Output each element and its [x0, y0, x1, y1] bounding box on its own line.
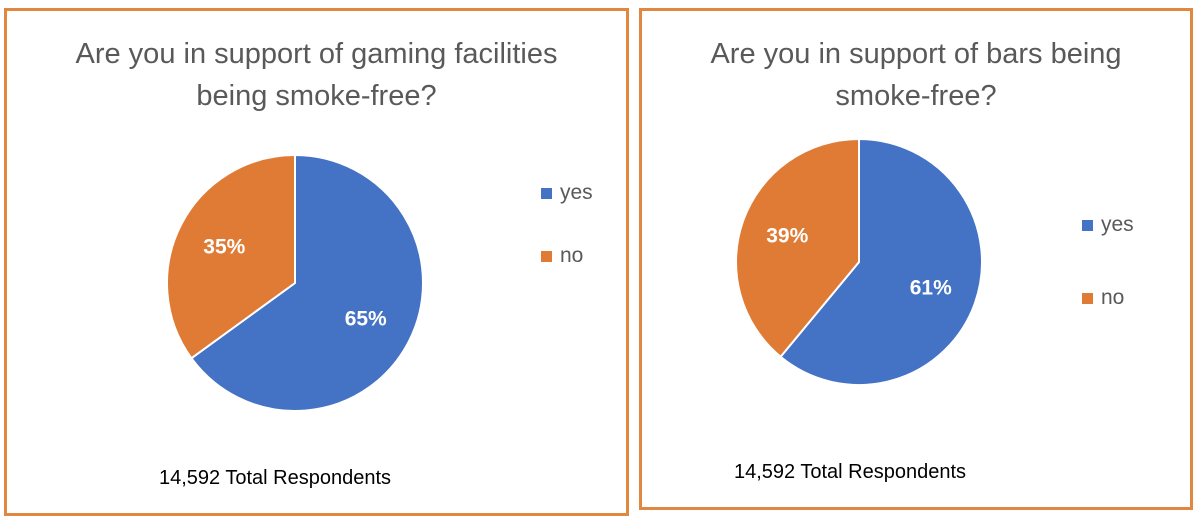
pie-chart: 65% 35% [166, 153, 424, 412]
legend-item-no: no [541, 244, 583, 268]
chart-panel-bars: Are you in support of bars being smoke-f… [639, 8, 1193, 510]
legend-swatch-yes [541, 187, 552, 199]
legend-swatch-no [1082, 292, 1093, 304]
chart-panel-gaming: Are you in support of gaming facilities … [4, 8, 629, 516]
legend-swatch-no [541, 250, 552, 262]
respondents-footnote: 14,592 Total Respondents [734, 461, 967, 483]
respondents-footnote: 14,592 Total Respondents [159, 467, 392, 489]
legend-item-yes: yes [1082, 213, 1134, 237]
legend-label: yes [1101, 213, 1134, 236]
legend-swatch-yes [1082, 219, 1093, 231]
pie-slice-yes [779, 137, 983, 386]
data-label-yes: 61% [910, 276, 952, 299]
pie-chart: 61% 39% [735, 137, 983, 386]
pie-slice-no [166, 153, 296, 360]
legend-item-no: no [1082, 286, 1124, 310]
data-label-no: 35% [203, 235, 245, 258]
legend-label: no [1101, 286, 1125, 309]
data-label-no: 39% [766, 225, 808, 248]
data-label-yes: 65% [345, 308, 387, 331]
legend-item-yes: yes [541, 181, 593, 205]
pie-slice-no [735, 137, 860, 359]
legend-label: yes [560, 181, 593, 204]
legend-label: no [560, 244, 584, 267]
chart-title: Are you in support of gaming facilities … [75, 38, 558, 112]
chart-title: Are you in support of bars being smoke-f… [710, 38, 1122, 112]
pie-slice-yes [190, 153, 424, 412]
